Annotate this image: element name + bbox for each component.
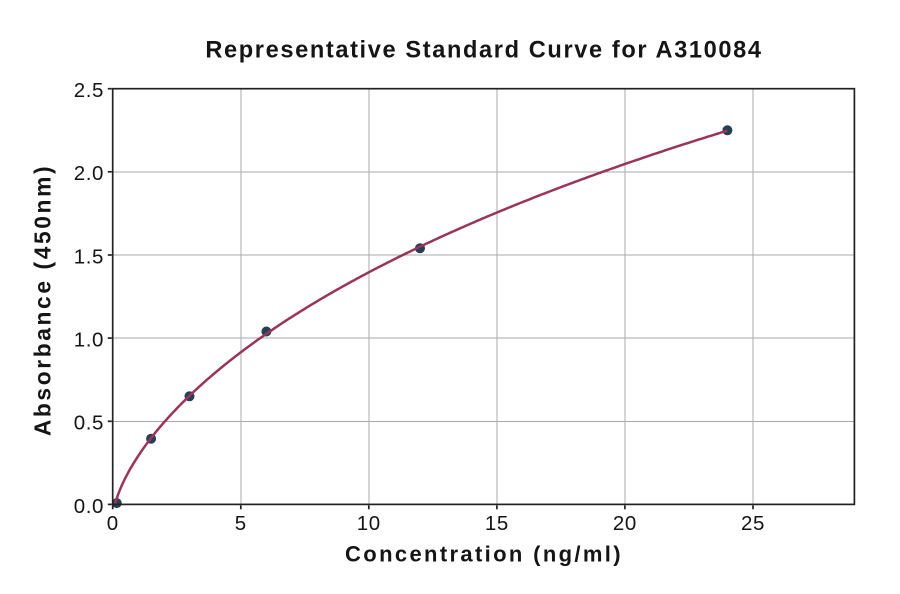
- svg-text:Representative Standard Curve: Representative Standard Curve for A31008…: [205, 38, 762, 64]
- svg-text:20: 20: [613, 512, 637, 535]
- svg-text:1.0: 1.0: [74, 329, 104, 352]
- svg-text:5: 5: [235, 512, 247, 535]
- svg-text:2.0: 2.0: [74, 162, 104, 185]
- svg-text:15: 15: [485, 512, 509, 535]
- svg-text:1.5: 1.5: [74, 245, 104, 268]
- svg-text:0.0: 0.0: [74, 495, 104, 518]
- svg-text:0.5: 0.5: [74, 412, 104, 435]
- svg-text:25: 25: [741, 512, 765, 535]
- svg-text:10: 10: [357, 512, 381, 535]
- svg-text:2.5: 2.5: [74, 79, 104, 102]
- svg-text:Concentration (ng/ml): Concentration (ng/ml): [345, 542, 623, 567]
- svg-text:0: 0: [107, 512, 119, 535]
- svg-text:Absorbance (450nm): Absorbance (450nm): [30, 164, 56, 436]
